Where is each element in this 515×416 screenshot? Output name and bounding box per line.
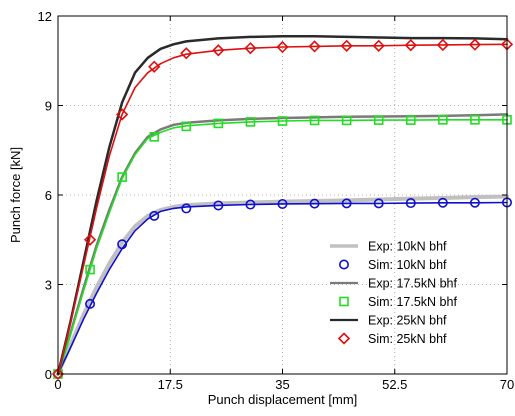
data-point-square xyxy=(213,118,224,129)
data-point-circle xyxy=(437,197,448,208)
data-point-square xyxy=(341,115,352,126)
series-line xyxy=(56,194,509,376)
x-tick-label: 17.5 xyxy=(158,377,183,392)
data-point-circle xyxy=(85,298,96,309)
ticks: 0 17.5 35 52.5 70 0 3 6 9 12 xyxy=(38,9,515,392)
legend-marker-circle xyxy=(338,259,349,270)
legend-marker-diamond xyxy=(337,332,351,345)
series-line xyxy=(57,119,508,375)
data-point-square xyxy=(245,117,256,127)
y-tick-label: 9 xyxy=(45,99,52,114)
series-1 xyxy=(56,194,509,376)
data-point-circle xyxy=(245,199,256,210)
data-point-square xyxy=(117,172,127,182)
data-point-square xyxy=(309,115,320,126)
data-point-square xyxy=(85,264,95,275)
data-point-square xyxy=(373,115,384,125)
data-point-square xyxy=(149,132,160,142)
data-point-diamond xyxy=(276,40,289,54)
data-point-diamond xyxy=(116,108,129,121)
x-tick-label: 52.5 xyxy=(382,377,407,392)
legend-label: Sim: 25kN bhf xyxy=(368,332,447,346)
data-point-square xyxy=(470,115,480,125)
data-point-circle xyxy=(373,198,384,209)
data-point-diamond xyxy=(212,44,225,57)
legend-item: Sim: 17.5kN bhf xyxy=(339,295,457,309)
data-point-circle xyxy=(149,210,160,221)
data-point-diamond xyxy=(148,60,161,73)
data-point-circle xyxy=(341,198,352,209)
data-point-circle xyxy=(181,203,192,214)
data-point-square xyxy=(438,115,448,125)
data-point-diamond xyxy=(244,42,257,55)
legend-item: Exp: 10kN bhf xyxy=(330,240,447,254)
grid xyxy=(58,16,507,374)
data-point-circle xyxy=(213,200,224,211)
y-axis-label: Punch force [kN] xyxy=(8,147,23,243)
series-line xyxy=(57,201,508,375)
data-point-diamond xyxy=(436,38,449,52)
y-tick-label: 6 xyxy=(45,188,52,203)
legend-label: Sim: 10kN bhf xyxy=(368,258,447,272)
data-point-circle xyxy=(277,198,288,209)
legend-item: Exp: 25kN bhf xyxy=(330,314,447,328)
legend: Exp: 10kN bhf Sim: 10kN bhf Exp: 17.5kN bh… xyxy=(330,240,457,346)
legend-item: Sim: 25kN bhf xyxy=(337,332,447,346)
legend-label: Sim: 17.5kN bhf xyxy=(368,295,457,309)
legend-label: Exp: 10kN bhf xyxy=(368,240,447,254)
y-tick-label: 3 xyxy=(45,278,52,293)
data-point-diamond xyxy=(308,40,321,53)
y-tick-label: 0 xyxy=(45,367,52,382)
x-tick-label: 35 xyxy=(275,377,289,392)
data-point-square xyxy=(405,115,416,125)
series-line xyxy=(57,43,508,375)
data-point-square xyxy=(277,116,288,126)
data-point-diamond xyxy=(51,367,65,381)
x-tick-label: 70 xyxy=(500,377,514,392)
legend-marker-square xyxy=(339,296,349,307)
legend-label: Exp: 17.5kN bhf xyxy=(368,277,457,291)
data-point-circle xyxy=(405,198,416,209)
data-point-circle xyxy=(309,198,320,209)
y-tick-label: 12 xyxy=(38,9,52,24)
data-point-diamond xyxy=(83,233,97,246)
x-tick-label: 0 xyxy=(54,377,61,392)
data-point-circle xyxy=(469,197,480,208)
legend-item: Exp: 17.5kN bhf xyxy=(330,277,457,291)
data-point-diamond xyxy=(340,39,353,52)
data-point-diamond xyxy=(404,39,417,52)
series-5 xyxy=(56,35,509,376)
x-axis-label: Punch displacement [mm] xyxy=(208,392,358,407)
series-6 xyxy=(51,38,514,381)
data-point-diamond xyxy=(180,47,193,60)
data-point-diamond xyxy=(372,39,385,52)
legend-item: Sim: 10kN bhf xyxy=(338,258,447,272)
series-line xyxy=(56,35,509,376)
data-point-diamond xyxy=(468,38,482,51)
data-point-square xyxy=(181,121,192,132)
data-point-circle xyxy=(117,239,128,250)
legend-label: Exp: 25kN bhf xyxy=(368,314,447,328)
